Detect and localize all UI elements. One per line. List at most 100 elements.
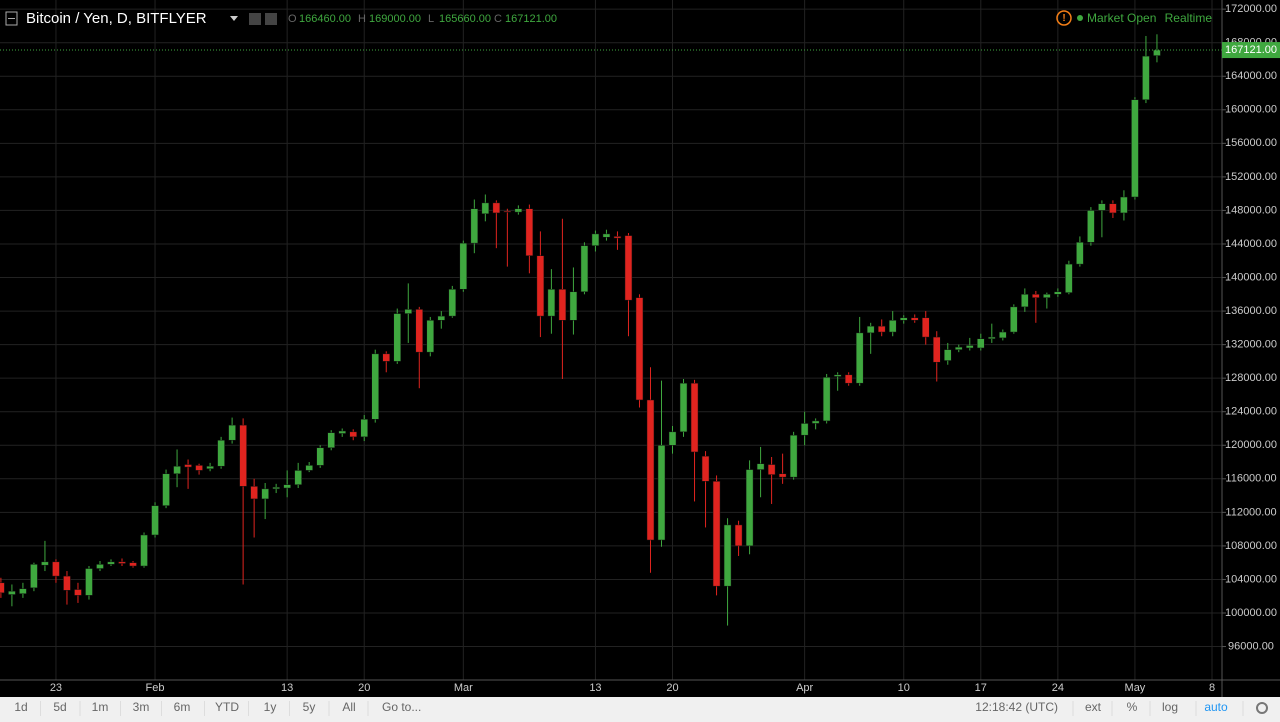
candle-body <box>1043 294 1051 298</box>
candle-body <box>811 420 820 424</box>
candle-body <box>580 245 589 293</box>
y-tick-label: 100000.00 <box>1225 607 1277 619</box>
y-tick-label: 148000.00 <box>1225 204 1277 216</box>
range-button[interactable]: 5d <box>53 700 66 714</box>
candle-body <box>85 568 93 596</box>
scale-option[interactable]: % <box>1127 700 1138 714</box>
candle-body <box>624 235 633 301</box>
scale-option[interactable]: log <box>1162 700 1178 714</box>
candle-body <box>977 338 985 349</box>
candle-body <box>910 317 919 321</box>
candle-body <box>767 464 776 475</box>
candle-body <box>613 236 622 239</box>
ohlc-value: 165660.00 <box>439 13 491 25</box>
candle-body <box>118 561 126 564</box>
candle-body <box>404 309 413 314</box>
clock: 12:18:42 (UTC) <box>975 700 1058 714</box>
candle-body <box>1054 291 1062 295</box>
range-button[interactable]: YTD <box>215 700 239 714</box>
ohlc-key: L <box>428 13 434 25</box>
candle-body <box>734 524 743 547</box>
candle-body <box>668 431 677 446</box>
ohlc-legend: O 166460.00 H 169000.00 L 165660.00 C 167121.00 <box>288 13 557 25</box>
y-tick-label: 120000.00 <box>1225 439 1277 451</box>
candle-body <box>547 289 556 317</box>
candle-body <box>41 561 49 566</box>
symbol-menu-arrow[interactable] <box>230 16 238 21</box>
candle-body <box>184 464 192 468</box>
candle-body <box>955 346 963 350</box>
candle-body <box>1131 99 1139 198</box>
candle-body <box>195 465 203 471</box>
x-tick-label: 17 <box>975 682 987 694</box>
range-button[interactable]: All <box>342 700 355 714</box>
candle-body <box>944 349 952 361</box>
candle-body <box>877 325 886 333</box>
candle-body <box>1120 196 1128 214</box>
feed-status: Realtime <box>1165 11 1213 25</box>
candle-body <box>657 445 666 541</box>
ohlc-value: 166460.00 <box>299 13 351 25</box>
settings-gear[interactable] <box>1256 702 1268 714</box>
candle-body <box>162 473 170 506</box>
candle-body <box>140 534 148 567</box>
candle-body <box>261 488 269 500</box>
range-button[interactable]: 1d <box>14 700 27 714</box>
y-tick-label: 160000.00 <box>1225 104 1277 116</box>
candle-body <box>63 575 71 591</box>
range-button[interactable]: 1m <box>92 700 109 714</box>
candle-body <box>481 202 490 215</box>
y-tick-label: 112000.00 <box>1225 506 1276 518</box>
candle-body <box>217 439 225 467</box>
axes: 96000.00 100000.00 104000.00 108000.00 11200… <box>50 3 1280 694</box>
range-button[interactable]: 6m <box>174 700 191 714</box>
symbol-toggle[interactable] <box>5 11 18 26</box>
candles <box>0 34 1222 626</box>
candle-body <box>239 424 247 487</box>
y-tick-label: 136000.00 <box>1225 305 1277 317</box>
y-tick-label: 104000.00 <box>1225 573 1277 585</box>
icon-settings[interactable] <box>265 13 277 25</box>
candle-body <box>272 486 280 490</box>
candle-body <box>459 242 468 290</box>
candle-body <box>8 590 16 595</box>
ohlc-key: H <box>358 13 366 25</box>
candle-body <box>569 291 578 321</box>
candle-body <box>536 255 545 317</box>
candle-body <box>371 353 379 420</box>
candle-body <box>888 320 897 333</box>
scale-option[interactable]: auto <box>1204 700 1228 714</box>
status-icon-mark: ! <box>1062 13 1065 24</box>
icon-eye[interactable] <box>249 13 261 25</box>
candle-body <box>1021 294 1029 308</box>
x-tick-label: 23 <box>50 682 62 694</box>
goto-button[interactable]: Go to... <box>382 700 421 714</box>
candle-body <box>19 588 27 594</box>
candle-body <box>701 455 710 482</box>
candle-body <box>1087 210 1095 243</box>
range-button[interactable]: 1y <box>264 700 277 714</box>
x-tick-label: Mar <box>454 682 473 694</box>
candle-body <box>723 524 732 587</box>
candle-body <box>866 325 875 334</box>
candle-body <box>129 562 137 567</box>
candle-body <box>492 202 501 214</box>
symbol-title[interactable]: Bitcoin / Yen, D, BITFLYER <box>26 10 207 27</box>
range-button[interactable]: 5y <box>303 700 316 714</box>
range-button[interactable]: 3m <box>133 700 150 714</box>
candle-body <box>745 469 754 547</box>
candle-body <box>448 289 457 317</box>
candle-body <box>349 431 357 438</box>
candle-body <box>294 470 302 485</box>
candle-body <box>635 297 644 401</box>
scale-option[interactable]: ext <box>1085 700 1102 714</box>
status-icon[interactable] <box>1056 10 1072 26</box>
candle-body <box>206 465 214 469</box>
x-tick-label: Feb <box>146 682 165 694</box>
candle-body <box>999 331 1007 339</box>
market-status: Market Open <box>1087 11 1156 25</box>
y-tick-label: 116000.00 <box>1225 473 1276 485</box>
ohlc-key: O <box>288 13 297 25</box>
ohlc-value: 169000.00 <box>369 13 421 25</box>
